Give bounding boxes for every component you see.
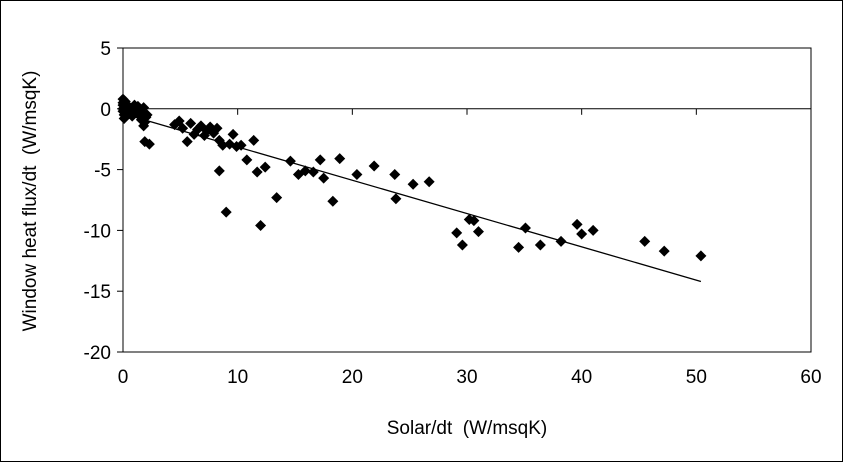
data-point — [451, 227, 463, 239]
data-point — [695, 250, 707, 262]
data-point — [571, 218, 583, 230]
data-point — [143, 138, 155, 150]
data-point — [241, 154, 253, 166]
y-tick-label: -15 — [84, 282, 111, 303]
x-tick-label: 0 — [118, 367, 129, 388]
data-point — [259, 161, 271, 173]
data-point — [534, 239, 546, 251]
data-point — [472, 226, 484, 238]
data-point — [307, 166, 319, 178]
y-axis-title: Window heat flux/dt (W/msqK) — [20, 71, 41, 332]
x-tick-label: 30 — [456, 367, 477, 388]
data-point — [217, 139, 229, 151]
x-tick-label: 60 — [800, 367, 821, 388]
data-point — [423, 176, 435, 188]
data-point — [407, 178, 419, 190]
data-point — [220, 206, 232, 218]
data-point — [576, 228, 588, 240]
data-point — [639, 235, 651, 247]
data-point — [271, 192, 283, 204]
data-point — [468, 215, 480, 227]
y-tick-label: 0 — [100, 100, 111, 121]
data-point — [389, 168, 401, 180]
data-point — [284, 155, 296, 167]
x-tick-label: 40 — [571, 367, 592, 388]
x-tick-label: 20 — [342, 367, 363, 388]
data-point — [185, 117, 197, 129]
data-point — [251, 166, 263, 178]
x-axis-title: Solar/dt (W/msqK) — [387, 418, 547, 439]
data-point — [208, 127, 220, 139]
data-point — [318, 172, 330, 184]
data-point — [235, 139, 247, 151]
data-point — [255, 220, 267, 232]
y-tick-label: 5 — [100, 39, 111, 60]
data-point — [299, 165, 311, 177]
y-tick-label: -10 — [84, 221, 111, 242]
data-point — [519, 222, 531, 234]
data-point — [213, 165, 225, 177]
data-point — [211, 122, 223, 134]
y-tick-label: -20 — [84, 343, 111, 364]
data-point — [555, 235, 567, 247]
data-point — [141, 109, 153, 121]
data-point — [248, 134, 260, 146]
data-point — [390, 193, 402, 205]
data-point — [177, 122, 189, 134]
y-tick-label: -5 — [94, 161, 111, 182]
data-point — [456, 239, 468, 251]
data-point — [351, 168, 363, 180]
data-point — [195, 120, 207, 132]
data-point — [658, 245, 670, 257]
x-tick-label: 50 — [686, 367, 707, 388]
data-point — [181, 136, 193, 148]
data-point — [327, 195, 339, 207]
data-point — [368, 160, 380, 172]
data-point — [227, 128, 239, 140]
x-tick-label: 10 — [227, 367, 248, 388]
data-point — [587, 224, 599, 236]
data-point — [513, 241, 525, 253]
data-point — [314, 154, 326, 166]
plot-area-border — [122, 47, 812, 353]
data-point — [334, 153, 346, 165]
